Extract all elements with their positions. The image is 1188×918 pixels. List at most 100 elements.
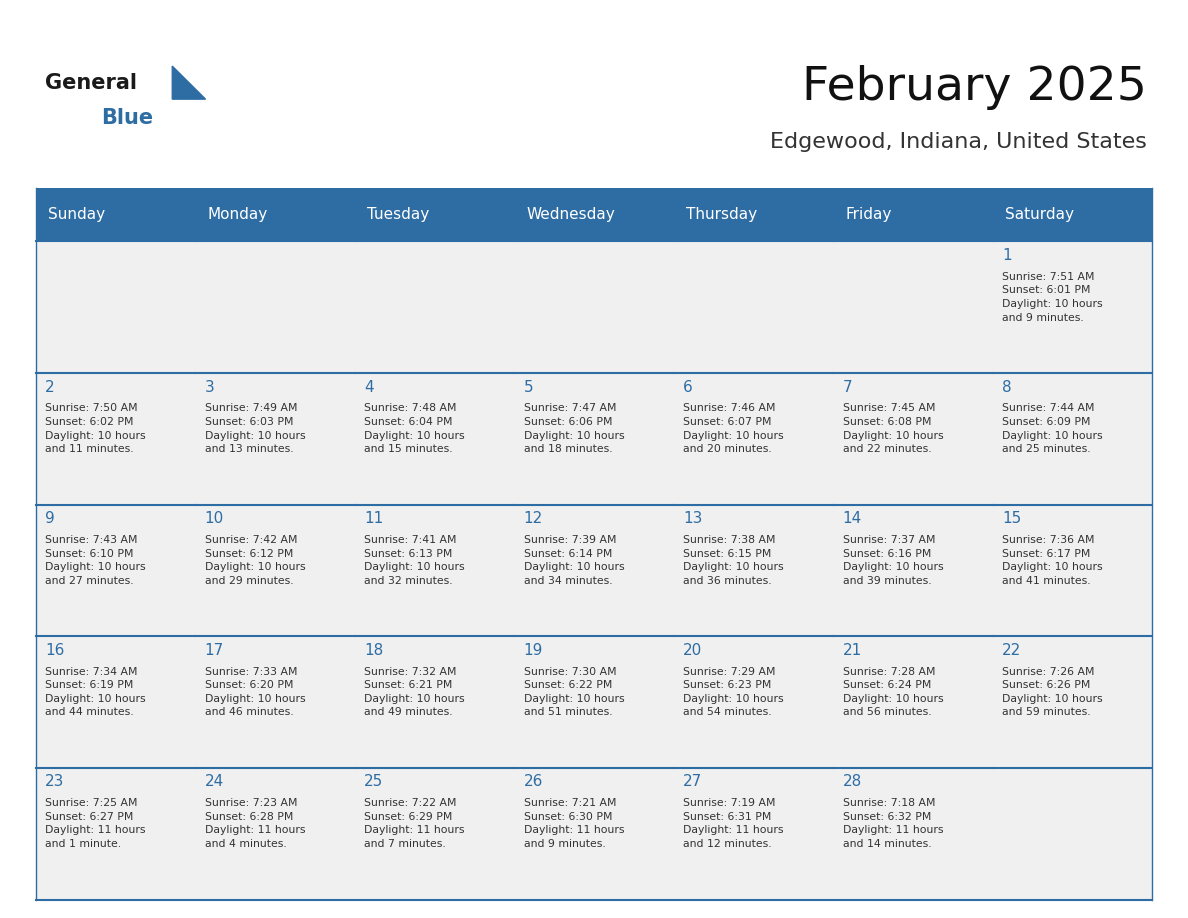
- Text: Sunrise: 7:39 AM
Sunset: 6:14 PM
Daylight: 10 hours
and 34 minutes.: Sunrise: 7:39 AM Sunset: 6:14 PM Dayligh…: [524, 535, 625, 586]
- Text: 22: 22: [1003, 643, 1022, 658]
- Text: Sunrise: 7:38 AM
Sunset: 6:15 PM
Daylight: 10 hours
and 36 minutes.: Sunrise: 7:38 AM Sunset: 6:15 PM Dayligh…: [683, 535, 784, 586]
- Text: Sunrise: 7:41 AM
Sunset: 6:13 PM
Daylight: 10 hours
and 32 minutes.: Sunrise: 7:41 AM Sunset: 6:13 PM Dayligh…: [365, 535, 465, 586]
- Text: Friday: Friday: [845, 207, 891, 222]
- Text: Sunrise: 7:34 AM
Sunset: 6:19 PM
Daylight: 10 hours
and 44 minutes.: Sunrise: 7:34 AM Sunset: 6:19 PM Dayligh…: [45, 666, 146, 718]
- FancyBboxPatch shape: [36, 505, 195, 636]
- Text: 26: 26: [524, 775, 543, 789]
- FancyBboxPatch shape: [514, 373, 674, 505]
- FancyBboxPatch shape: [355, 241, 514, 373]
- Text: Sunrise: 7:45 AM
Sunset: 6:08 PM
Daylight: 10 hours
and 22 minutes.: Sunrise: 7:45 AM Sunset: 6:08 PM Dayligh…: [842, 403, 943, 454]
- Text: 4: 4: [365, 379, 374, 395]
- FancyBboxPatch shape: [833, 373, 993, 505]
- FancyBboxPatch shape: [833, 505, 993, 636]
- FancyBboxPatch shape: [36, 636, 195, 768]
- FancyBboxPatch shape: [514, 636, 674, 768]
- FancyBboxPatch shape: [36, 373, 195, 505]
- Text: 9: 9: [45, 511, 55, 526]
- Text: Sunrise: 7:44 AM
Sunset: 6:09 PM
Daylight: 10 hours
and 25 minutes.: Sunrise: 7:44 AM Sunset: 6:09 PM Dayligh…: [1003, 403, 1102, 454]
- Text: Sunrise: 7:36 AM
Sunset: 6:17 PM
Daylight: 10 hours
and 41 minutes.: Sunrise: 7:36 AM Sunset: 6:17 PM Dayligh…: [1003, 535, 1102, 586]
- FancyBboxPatch shape: [514, 768, 674, 900]
- Text: February 2025: February 2025: [802, 64, 1146, 110]
- FancyBboxPatch shape: [195, 768, 355, 900]
- Text: Sunrise: 7:26 AM
Sunset: 6:26 PM
Daylight: 10 hours
and 59 minutes.: Sunrise: 7:26 AM Sunset: 6:26 PM Dayligh…: [1003, 666, 1102, 718]
- FancyBboxPatch shape: [674, 505, 833, 636]
- FancyBboxPatch shape: [833, 768, 993, 900]
- Text: 24: 24: [204, 775, 223, 789]
- Text: 6: 6: [683, 379, 693, 395]
- Text: 28: 28: [842, 775, 862, 789]
- Text: Sunrise: 7:29 AM
Sunset: 6:23 PM
Daylight: 10 hours
and 54 minutes.: Sunrise: 7:29 AM Sunset: 6:23 PM Dayligh…: [683, 666, 784, 718]
- FancyBboxPatch shape: [833, 636, 993, 768]
- Text: 7: 7: [842, 379, 853, 395]
- FancyBboxPatch shape: [993, 636, 1152, 768]
- Text: 11: 11: [365, 511, 384, 526]
- FancyBboxPatch shape: [355, 636, 514, 768]
- Polygon shape: [172, 66, 206, 99]
- FancyBboxPatch shape: [674, 373, 833, 505]
- Text: Tuesday: Tuesday: [367, 207, 429, 222]
- Text: Sunrise: 7:32 AM
Sunset: 6:21 PM
Daylight: 10 hours
and 49 minutes.: Sunrise: 7:32 AM Sunset: 6:21 PM Dayligh…: [365, 666, 465, 718]
- Text: 15: 15: [1003, 511, 1022, 526]
- Text: Sunrise: 7:42 AM
Sunset: 6:12 PM
Daylight: 10 hours
and 29 minutes.: Sunrise: 7:42 AM Sunset: 6:12 PM Dayligh…: [204, 535, 305, 586]
- Text: 23: 23: [45, 775, 64, 789]
- Text: Edgewood, Indiana, United States: Edgewood, Indiana, United States: [770, 132, 1146, 152]
- FancyBboxPatch shape: [833, 241, 993, 373]
- FancyBboxPatch shape: [355, 373, 514, 505]
- Text: 21: 21: [842, 643, 862, 658]
- Text: Sunday: Sunday: [48, 207, 105, 222]
- Text: 14: 14: [842, 511, 862, 526]
- FancyBboxPatch shape: [355, 768, 514, 900]
- Text: Sunrise: 7:21 AM
Sunset: 6:30 PM
Daylight: 11 hours
and 9 minutes.: Sunrise: 7:21 AM Sunset: 6:30 PM Dayligh…: [524, 799, 624, 849]
- Text: Sunrise: 7:51 AM
Sunset: 6:01 PM
Daylight: 10 hours
and 9 minutes.: Sunrise: 7:51 AM Sunset: 6:01 PM Dayligh…: [1003, 272, 1102, 322]
- Text: 19: 19: [524, 643, 543, 658]
- FancyBboxPatch shape: [993, 768, 1152, 900]
- Text: Sunrise: 7:22 AM
Sunset: 6:29 PM
Daylight: 11 hours
and 7 minutes.: Sunrise: 7:22 AM Sunset: 6:29 PM Dayligh…: [365, 799, 465, 849]
- Text: Sunrise: 7:18 AM
Sunset: 6:32 PM
Daylight: 11 hours
and 14 minutes.: Sunrise: 7:18 AM Sunset: 6:32 PM Dayligh…: [842, 799, 943, 849]
- Text: 5: 5: [524, 379, 533, 395]
- Text: Sunrise: 7:33 AM
Sunset: 6:20 PM
Daylight: 10 hours
and 46 minutes.: Sunrise: 7:33 AM Sunset: 6:20 PM Dayligh…: [204, 666, 305, 718]
- Text: Sunrise: 7:49 AM
Sunset: 6:03 PM
Daylight: 10 hours
and 13 minutes.: Sunrise: 7:49 AM Sunset: 6:03 PM Dayligh…: [204, 403, 305, 454]
- FancyBboxPatch shape: [36, 768, 195, 900]
- FancyBboxPatch shape: [674, 768, 833, 900]
- Text: 20: 20: [683, 643, 702, 658]
- Text: General: General: [45, 73, 137, 93]
- FancyBboxPatch shape: [674, 241, 833, 373]
- Text: 3: 3: [204, 379, 214, 395]
- Text: Sunrise: 7:43 AM
Sunset: 6:10 PM
Daylight: 10 hours
and 27 minutes.: Sunrise: 7:43 AM Sunset: 6:10 PM Dayligh…: [45, 535, 146, 586]
- FancyBboxPatch shape: [514, 505, 674, 636]
- Text: Sunrise: 7:48 AM
Sunset: 6:04 PM
Daylight: 10 hours
and 15 minutes.: Sunrise: 7:48 AM Sunset: 6:04 PM Dayligh…: [365, 403, 465, 454]
- Text: 13: 13: [683, 511, 702, 526]
- Text: 1: 1: [1003, 248, 1012, 263]
- Text: 8: 8: [1003, 379, 1012, 395]
- FancyBboxPatch shape: [36, 241, 195, 373]
- FancyBboxPatch shape: [355, 505, 514, 636]
- Text: Wednesday: Wednesday: [526, 207, 615, 222]
- FancyBboxPatch shape: [674, 636, 833, 768]
- Text: Sunrise: 7:23 AM
Sunset: 6:28 PM
Daylight: 11 hours
and 4 minutes.: Sunrise: 7:23 AM Sunset: 6:28 PM Dayligh…: [204, 799, 305, 849]
- Text: 16: 16: [45, 643, 64, 658]
- FancyBboxPatch shape: [36, 188, 1152, 241]
- Text: Thursday: Thursday: [685, 207, 757, 222]
- Text: 27: 27: [683, 775, 702, 789]
- FancyBboxPatch shape: [993, 241, 1152, 373]
- Text: Sunrise: 7:37 AM
Sunset: 6:16 PM
Daylight: 10 hours
and 39 minutes.: Sunrise: 7:37 AM Sunset: 6:16 PM Dayligh…: [842, 535, 943, 586]
- Text: Sunrise: 7:30 AM
Sunset: 6:22 PM
Daylight: 10 hours
and 51 minutes.: Sunrise: 7:30 AM Sunset: 6:22 PM Dayligh…: [524, 666, 625, 718]
- Text: 2: 2: [45, 379, 55, 395]
- Text: Sunrise: 7:25 AM
Sunset: 6:27 PM
Daylight: 11 hours
and 1 minute.: Sunrise: 7:25 AM Sunset: 6:27 PM Dayligh…: [45, 799, 146, 849]
- FancyBboxPatch shape: [514, 241, 674, 373]
- FancyBboxPatch shape: [993, 505, 1152, 636]
- Text: Sunrise: 7:19 AM
Sunset: 6:31 PM
Daylight: 11 hours
and 12 minutes.: Sunrise: 7:19 AM Sunset: 6:31 PM Dayligh…: [683, 799, 784, 849]
- Text: Sunrise: 7:28 AM
Sunset: 6:24 PM
Daylight: 10 hours
and 56 minutes.: Sunrise: 7:28 AM Sunset: 6:24 PM Dayligh…: [842, 666, 943, 718]
- FancyBboxPatch shape: [993, 373, 1152, 505]
- FancyBboxPatch shape: [195, 505, 355, 636]
- FancyBboxPatch shape: [195, 373, 355, 505]
- Text: Blue: Blue: [101, 107, 153, 128]
- Text: 10: 10: [204, 511, 223, 526]
- Text: Sunrise: 7:47 AM
Sunset: 6:06 PM
Daylight: 10 hours
and 18 minutes.: Sunrise: 7:47 AM Sunset: 6:06 PM Dayligh…: [524, 403, 625, 454]
- Text: 18: 18: [365, 643, 384, 658]
- Text: Saturday: Saturday: [1005, 207, 1074, 222]
- Text: 12: 12: [524, 511, 543, 526]
- FancyBboxPatch shape: [195, 241, 355, 373]
- Text: Sunrise: 7:46 AM
Sunset: 6:07 PM
Daylight: 10 hours
and 20 minutes.: Sunrise: 7:46 AM Sunset: 6:07 PM Dayligh…: [683, 403, 784, 454]
- Text: Sunrise: 7:50 AM
Sunset: 6:02 PM
Daylight: 10 hours
and 11 minutes.: Sunrise: 7:50 AM Sunset: 6:02 PM Dayligh…: [45, 403, 146, 454]
